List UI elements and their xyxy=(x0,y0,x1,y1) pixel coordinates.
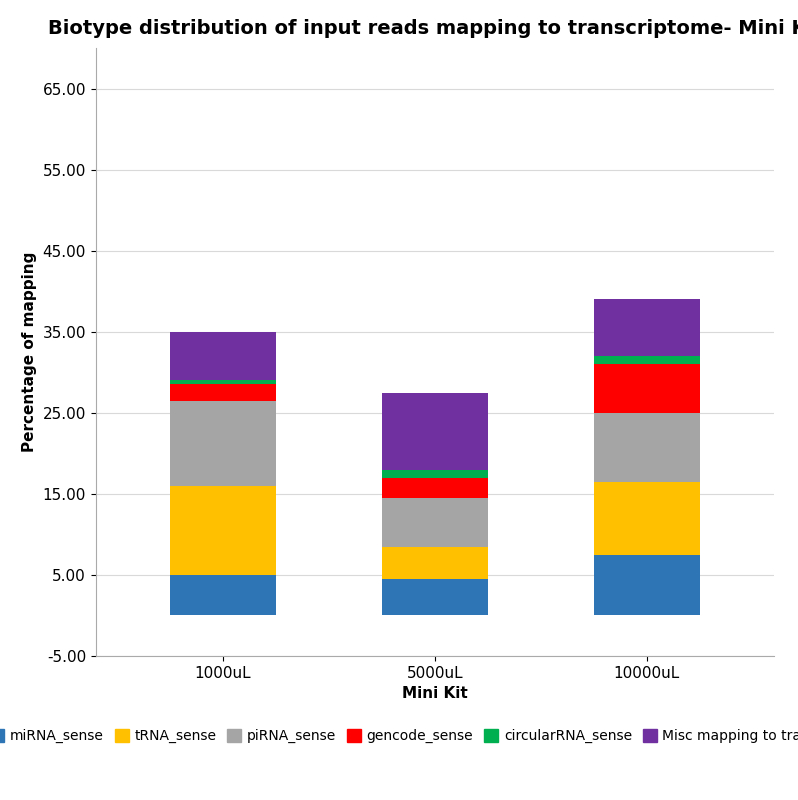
Bar xyxy=(382,546,488,579)
Bar xyxy=(382,478,488,498)
Bar xyxy=(382,498,488,546)
Bar xyxy=(170,385,276,401)
Bar xyxy=(594,364,700,413)
Bar xyxy=(382,393,488,470)
Bar xyxy=(170,332,276,380)
Bar xyxy=(170,401,276,486)
Bar xyxy=(170,486,276,575)
Y-axis label: Percentage of mapping: Percentage of mapping xyxy=(22,252,37,452)
X-axis label: Mini Kit: Mini Kit xyxy=(402,686,468,702)
Legend: miRNA_sense, tRNA_sense, piRNA_sense, gencode_sense, circularRNA_sense, Misc map: miRNA_sense, tRNA_sense, piRNA_sense, ge… xyxy=(0,724,798,749)
Bar xyxy=(594,299,700,356)
Bar xyxy=(170,575,276,615)
Bar xyxy=(170,380,276,385)
Bar xyxy=(594,554,700,615)
Bar xyxy=(594,356,700,364)
Bar xyxy=(594,482,700,554)
Bar xyxy=(382,470,488,478)
Bar xyxy=(594,413,700,482)
Title: Biotype distribution of input reads mapping to transcriptome- Mini Kit: Biotype distribution of input reads mapp… xyxy=(48,19,798,38)
Bar xyxy=(382,579,488,615)
